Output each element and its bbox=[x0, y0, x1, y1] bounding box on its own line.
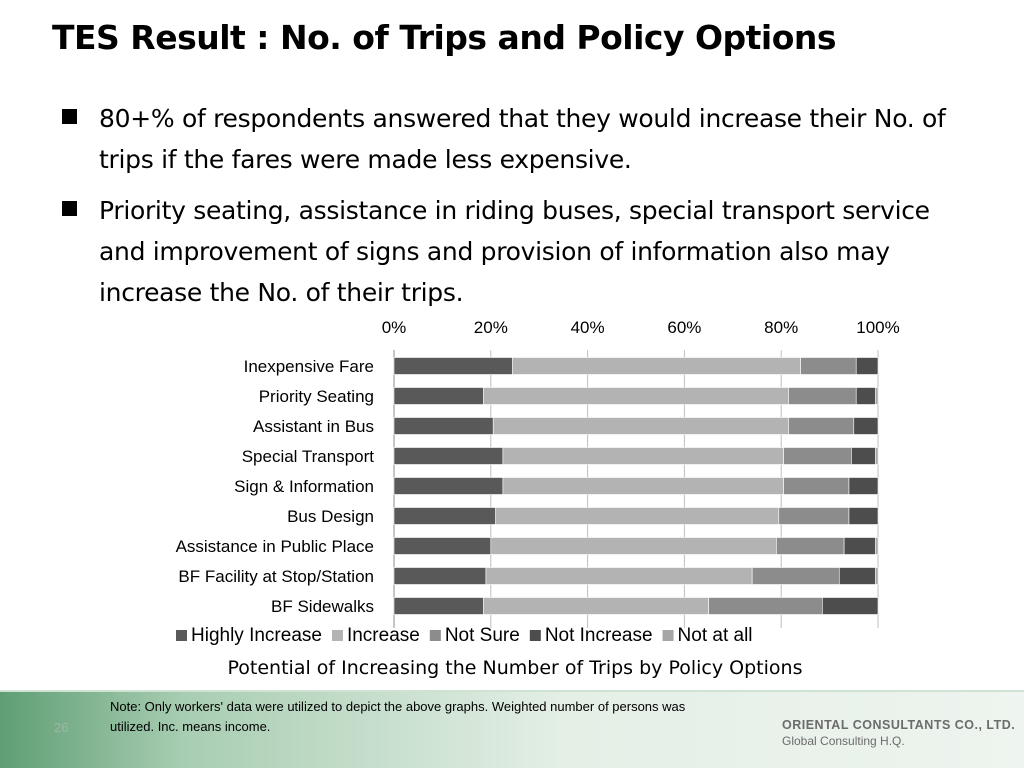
bar-segment bbox=[875, 387, 879, 405]
bar-segment bbox=[490, 537, 777, 555]
bar-segment bbox=[838, 567, 876, 585]
bullet-item: Priority seating, assistance in riding b… bbox=[62, 190, 982, 313]
bar-segment bbox=[393, 387, 484, 405]
category-label: Sign & Information bbox=[234, 477, 374, 496]
square-bullet-icon bbox=[62, 201, 77, 216]
bar-segment bbox=[708, 597, 823, 615]
bar-segment bbox=[822, 597, 879, 615]
bullet-text: 80+% of respondents answered that they w… bbox=[99, 104, 946, 174]
bar-segment bbox=[783, 447, 852, 465]
company-logo: ORIENTAL CONSULTANTS CO., LTD. Global Co… bbox=[782, 718, 1015, 748]
x-tick-label: 0% bbox=[382, 318, 407, 337]
bar-segment bbox=[393, 357, 513, 375]
x-tick-label: 20% bbox=[474, 318, 508, 337]
legend-swatch bbox=[529, 630, 541, 641]
bar-segment bbox=[393, 567, 487, 585]
bar-segment bbox=[855, 357, 879, 375]
legend-swatch bbox=[429, 630, 441, 641]
legend-swatch bbox=[662, 630, 674, 641]
legend-swatch bbox=[176, 630, 187, 641]
bar-segment bbox=[512, 357, 801, 375]
bar-segment bbox=[393, 417, 494, 435]
bar-segment bbox=[875, 537, 879, 555]
category-label: Assistance in Public Place bbox=[176, 537, 374, 556]
bar-segment bbox=[495, 507, 780, 525]
x-tick-label: 80% bbox=[764, 318, 798, 337]
bar-segment bbox=[393, 477, 504, 495]
legend-swatch bbox=[331, 630, 343, 641]
legend-label: Not at all bbox=[678, 625, 753, 646]
category-label: Special Transport bbox=[242, 447, 375, 466]
bullet-item: 80+% of respondents answered that they w… bbox=[62, 98, 982, 180]
stacked-bar-chart: 0% 20% 40% 60% 80% 100% Inexpensive Fare Priori… bbox=[176, 318, 900, 646]
category-label: BF Sidewalks bbox=[271, 597, 374, 616]
bar-segment bbox=[800, 357, 857, 375]
legend-label: Highly Increase bbox=[191, 625, 322, 646]
bullet-list: 80+% of respondents answered that they w… bbox=[62, 98, 982, 323]
bar-segment bbox=[848, 507, 879, 525]
bar-segment bbox=[783, 477, 850, 495]
bar-segment bbox=[393, 447, 504, 465]
bar-segment bbox=[843, 537, 876, 555]
bar-segment bbox=[502, 447, 784, 465]
bar-segment bbox=[393, 507, 496, 525]
bar-segment bbox=[778, 507, 850, 525]
x-tick-label: 100% bbox=[856, 318, 899, 337]
bar-segment bbox=[853, 417, 879, 435]
category-label: Assistant in Bus bbox=[253, 417, 374, 436]
category-label: Priority Seating bbox=[259, 387, 374, 406]
bar-segment bbox=[788, 417, 855, 435]
bar-segment bbox=[776, 537, 845, 555]
bar-segment bbox=[848, 477, 879, 495]
bar-segment bbox=[855, 387, 876, 405]
legend-label: Not Increase bbox=[545, 625, 653, 646]
bar-segment bbox=[393, 537, 492, 555]
bar-segment bbox=[502, 477, 784, 495]
logo-name: ORIENTAL CONSULTANTS CO., LTD. bbox=[782, 718, 1016, 732]
bar-segment bbox=[492, 417, 789, 435]
x-tick-label: 40% bbox=[571, 318, 605, 337]
footnote: Note: Only workers' data were utilized t… bbox=[110, 699, 686, 734]
category-label: BF Facility at Stop/Station bbox=[178, 567, 374, 586]
square-bullet-icon bbox=[62, 109, 77, 124]
page-number: 26 bbox=[54, 720, 69, 735]
bar-segment bbox=[851, 447, 876, 465]
logo-subtitle: Global Consulting H.Q. bbox=[782, 734, 905, 748]
footer-band bbox=[0, 690, 1024, 768]
bar-segment bbox=[875, 567, 879, 585]
legend-label: Not Sure bbox=[445, 625, 520, 646]
bar-segment bbox=[485, 567, 753, 585]
legend-label: Increase bbox=[347, 625, 420, 646]
x-tick-label: 60% bbox=[667, 318, 701, 337]
bar-segment bbox=[393, 597, 484, 615]
bar-segment bbox=[751, 567, 840, 585]
bullet-text: Priority seating, assistance in riding b… bbox=[99, 196, 930, 307]
chart-title: Potential of Increasing the Number of Tr… bbox=[227, 657, 803, 679]
bar-segment bbox=[875, 447, 879, 465]
bar-segment bbox=[483, 597, 709, 615]
bar-segment bbox=[788, 387, 857, 405]
bar-segment bbox=[483, 387, 789, 405]
category-label: Bus Design bbox=[287, 507, 374, 526]
slide-title: TES Result : No. of Trips and Policy Opt… bbox=[52, 18, 837, 57]
category-label: Inexpensive Fare bbox=[244, 357, 374, 376]
